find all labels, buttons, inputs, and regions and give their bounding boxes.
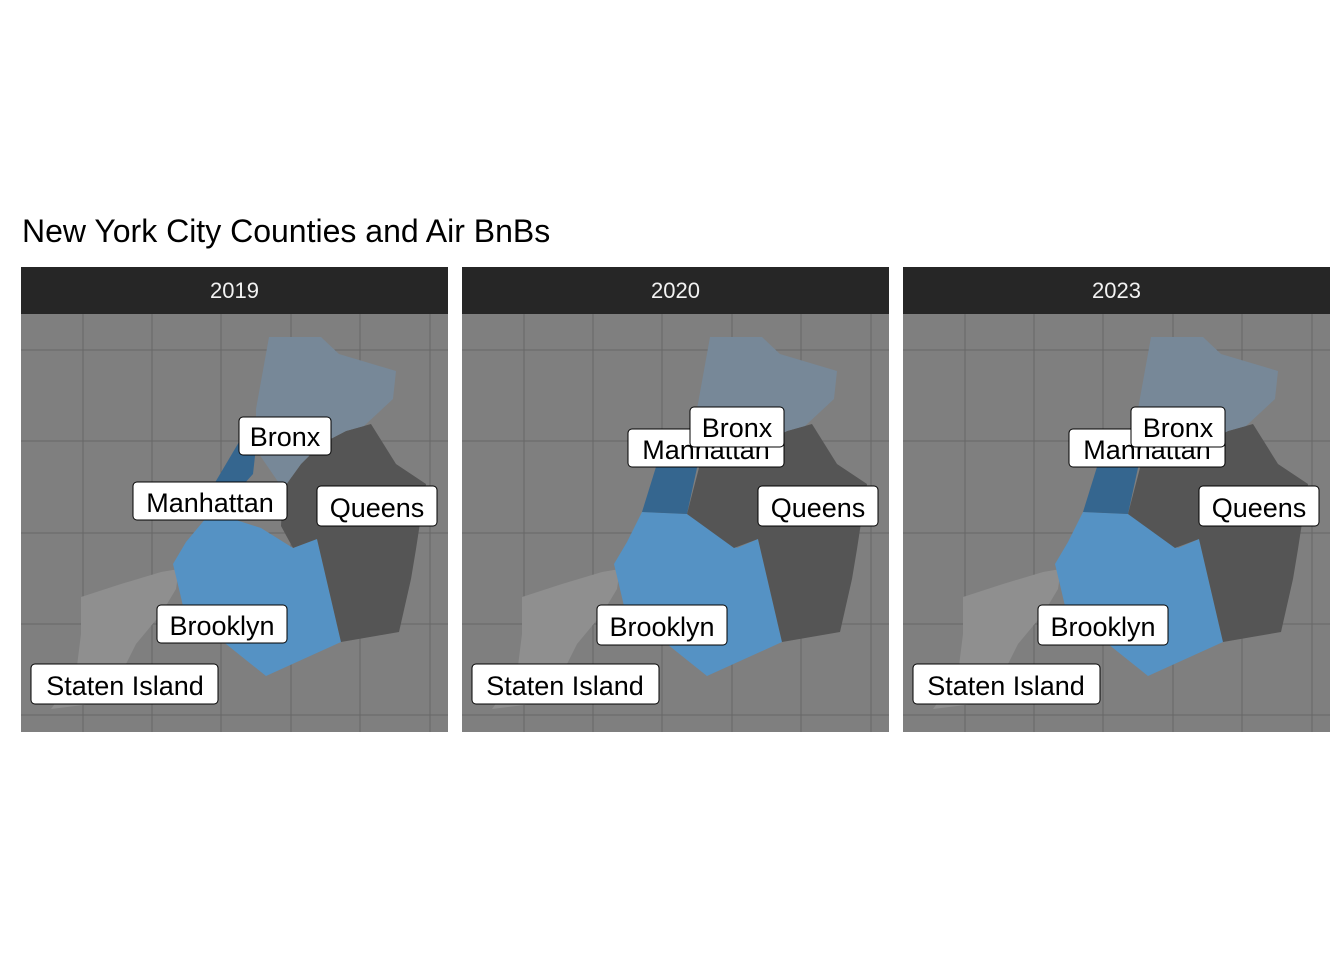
county-label-staten-island: Staten Island [30, 663, 219, 705]
svg-text:Queens: Queens [1212, 493, 1307, 523]
facet-panel-2019: 2019 Bronx Manhattan [21, 267, 448, 732]
facet-year-label: 2020 [651, 277, 700, 303]
queens-shape [1128, 424, 1308, 642]
county-label-bronx: Bronx [1130, 406, 1226, 448]
svg-text:Brooklyn: Brooklyn [1050, 612, 1155, 642]
svg-text:Queens: Queens [330, 493, 425, 523]
svg-text:Bronx: Bronx [1143, 413, 1214, 443]
county-label-queens: Queens [1198, 485, 1320, 527]
county-label-queens: Queens [757, 485, 879, 527]
svg-text:Brooklyn: Brooklyn [609, 612, 714, 642]
queens-shape [281, 424, 426, 642]
svg-text:Staten Island: Staten Island [486, 671, 644, 701]
county-label-bronx: Bronx [689, 406, 785, 448]
county-label-manhattan: Manhattan [132, 481, 288, 521]
county-label-brooklyn: Brooklyn [156, 604, 288, 644]
svg-text:Bronx: Bronx [250, 422, 321, 452]
map-area: Manhattan Bronx Queens Brooklyn Staten I… [462, 314, 889, 732]
facet-panel-2023: 2023 Manhattan Bronx [903, 267, 1330, 732]
county-label-brooklyn: Brooklyn [1037, 604, 1169, 646]
svg-text:Brooklyn: Brooklyn [169, 611, 274, 641]
svg-text:Manhattan: Manhattan [146, 488, 274, 518]
facet-strip: 2020 [462, 267, 889, 314]
county-label-queens: Queens [316, 485, 438, 527]
county-label-brooklyn: Brooklyn [596, 604, 728, 646]
county-label-bronx: Bronx [238, 416, 332, 456]
queens-shape [687, 424, 867, 642]
facet-year-label: 2019 [210, 277, 259, 303]
facet-year-label: 2023 [1092, 277, 1141, 303]
map-area: Bronx Manhattan Queens Brooklyn Staten I… [21, 314, 448, 732]
facet-strip: 2023 [903, 267, 1330, 314]
facet-panel-2020: 2020 Manhattan Bronx [462, 267, 889, 732]
county-label-staten-island: Staten Island [471, 663, 660, 705]
manhattan-shape [1083, 454, 1141, 514]
chart-title: New York City Counties and Air BnBs [22, 213, 551, 249]
county-label-staten-island: Staten Island [912, 663, 1101, 705]
svg-text:Staten Island: Staten Island [927, 671, 1085, 701]
map-area: Manhattan Bronx Queens Brooklyn Staten I… [903, 314, 1330, 732]
svg-text:Staten Island: Staten Island [46, 671, 204, 701]
svg-text:Bronx: Bronx [702, 413, 773, 443]
svg-text:Queens: Queens [771, 493, 866, 523]
manhattan-shape [642, 454, 700, 514]
facet-strip: 2019 [21, 267, 448, 314]
